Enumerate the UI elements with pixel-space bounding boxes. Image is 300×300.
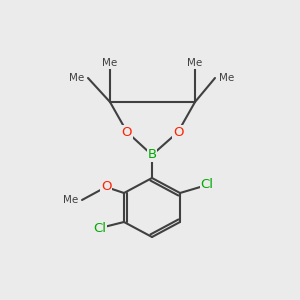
Text: Me: Me bbox=[69, 73, 84, 83]
Text: Me: Me bbox=[63, 195, 78, 205]
Text: Me: Me bbox=[188, 58, 202, 68]
Text: B: B bbox=[147, 148, 157, 161]
Text: Cl: Cl bbox=[200, 178, 214, 191]
Text: O: O bbox=[101, 181, 111, 194]
Text: O: O bbox=[173, 125, 183, 139]
Text: Me: Me bbox=[102, 58, 118, 68]
Text: Cl: Cl bbox=[94, 221, 106, 235]
Text: O: O bbox=[122, 125, 132, 139]
Text: Me: Me bbox=[219, 73, 234, 83]
